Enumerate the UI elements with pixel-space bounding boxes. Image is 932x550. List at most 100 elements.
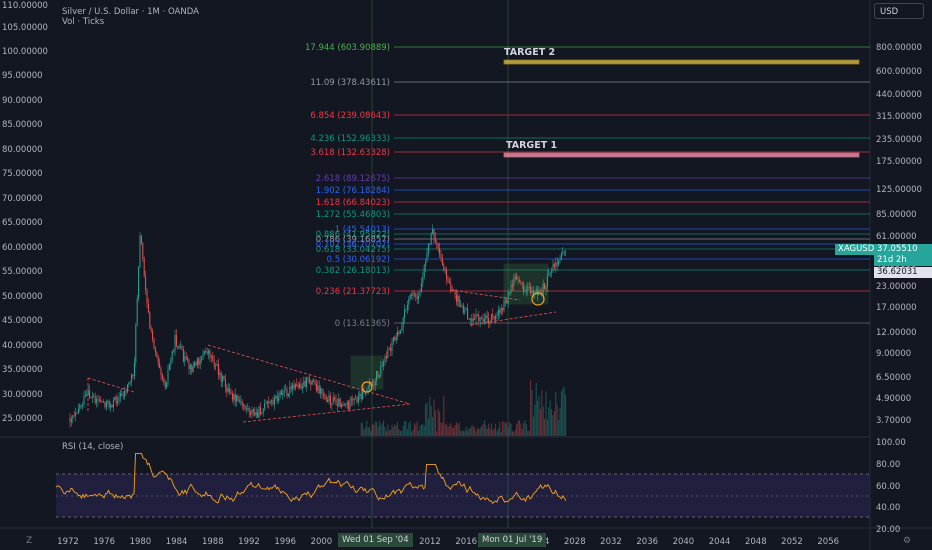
- currency-selector[interactable]: USD: [874, 3, 924, 19]
- price-candle: [261, 413, 263, 415]
- volume-bar: [427, 418, 429, 436]
- price-candle: [166, 382, 168, 388]
- price-candle: [357, 396, 359, 403]
- price-candle: [112, 400, 114, 408]
- timezone-icon[interactable]: Z: [26, 536, 33, 546]
- price-candle: [441, 258, 443, 265]
- trend-lines[interactable]: [87, 289, 557, 423]
- price-candle: [502, 307, 504, 311]
- price-candle: [170, 360, 172, 365]
- price-candle: [426, 253, 428, 263]
- right-axis-label: 9.00000: [876, 349, 911, 359]
- volume-bar: [406, 429, 408, 436]
- price-candle: [527, 286, 529, 290]
- volume-bar: [527, 430, 529, 436]
- time-axis-label: 2016: [455, 537, 477, 547]
- right-axis-label: 315.00000: [876, 112, 922, 122]
- price-candle: [377, 371, 379, 377]
- price-candle: [506, 300, 508, 304]
- volume-bar: [367, 427, 369, 436]
- price-candle: [188, 360, 190, 369]
- volume-bar: [537, 401, 539, 436]
- time-axis-label: 1992: [238, 537, 260, 547]
- volume-indicator-label[interactable]: Vol · Ticks: [62, 17, 105, 27]
- target-1-zone[interactable]: [503, 152, 860, 158]
- price-candle: [69, 418, 71, 422]
- price-candle: [289, 386, 291, 394]
- price-candle: [108, 400, 110, 408]
- price-candle: [231, 393, 233, 400]
- price-candle: [238, 400, 240, 402]
- volume-bar: [520, 423, 522, 436]
- price-candle: [492, 314, 494, 317]
- time-axis-label: 1984: [166, 537, 188, 547]
- right-axis-label: 4.90000: [876, 394, 911, 404]
- price-candle: [532, 290, 534, 295]
- chart-title[interactable]: Silver / U.S. Dollar · 1M · OANDA: [62, 7, 199, 17]
- price-candle: [243, 404, 245, 406]
- price-candle: [513, 279, 515, 287]
- settings-icon[interactable]: ⚙: [903, 536, 912, 546]
- price-candle: [229, 388, 231, 392]
- price-candle: [70, 418, 72, 422]
- left-axis-label: 40.00000: [2, 341, 43, 351]
- volume-bar: [426, 402, 428, 436]
- volume-bar: [497, 428, 499, 436]
- right-axis-label: 125.00000: [876, 185, 922, 195]
- price-candle: [478, 315, 480, 322]
- volume-bar: [539, 409, 541, 436]
- price-candle: [439, 248, 441, 255]
- volume-bar: [516, 424, 518, 436]
- fib-level-label: 17.944 (603.90889): [305, 43, 390, 53]
- price-candle: [296, 383, 298, 386]
- volume-bar: [549, 399, 551, 436]
- price-candle: [178, 347, 180, 349]
- price-candle: [331, 403, 333, 405]
- price-candle: [395, 336, 397, 341]
- price-candle: [495, 315, 497, 320]
- volume-bar: [469, 428, 471, 436]
- accumulation-box-2004[interactable]: [350, 355, 384, 390]
- price-candle: [111, 404, 113, 408]
- price-candle: [352, 399, 354, 401]
- volume-bar: [563, 386, 565, 436]
- volume-bar: [464, 431, 466, 436]
- price-candle: [131, 374, 133, 382]
- rsi-indicator-label[interactable]: RSI (14, close): [62, 442, 124, 452]
- price-candle: [272, 400, 274, 405]
- price-candle: [175, 335, 177, 346]
- price-candle: [468, 319, 470, 321]
- volume-bar: [390, 430, 392, 436]
- price-candle: [509, 292, 511, 294]
- price-candle: [180, 346, 182, 348]
- price-candle: [149, 311, 151, 329]
- volume-bar: [482, 424, 484, 436]
- price-candle: [383, 362, 385, 366]
- price-candle: [97, 399, 99, 401]
- volume-bar: [535, 382, 537, 436]
- rsi-band: [56, 474, 870, 517]
- price-candle: [145, 276, 147, 290]
- price-candle: [306, 377, 308, 387]
- price-candle: [425, 262, 427, 266]
- accumulation-box-2019[interactable]: [503, 263, 549, 305]
- volume-bar: [458, 422, 460, 436]
- price-candle: [77, 408, 79, 413]
- price-candle: [152, 331, 154, 339]
- volume-bar: [500, 431, 502, 436]
- volume-bar: [405, 421, 407, 436]
- volume-bar: [425, 404, 427, 436]
- price-candle: [168, 364, 170, 370]
- target-2-zone[interactable]: [503, 59, 860, 65]
- price-candle: [380, 366, 382, 376]
- price-candle: [385, 356, 387, 359]
- right-axis-label: 235.00000: [876, 135, 922, 145]
- price-candle: [531, 290, 533, 294]
- volume-bar: [439, 411, 441, 436]
- volume-bar: [506, 422, 508, 436]
- price-candle: [126, 384, 128, 393]
- price-candle: [219, 372, 221, 375]
- price-candle: [199, 360, 201, 365]
